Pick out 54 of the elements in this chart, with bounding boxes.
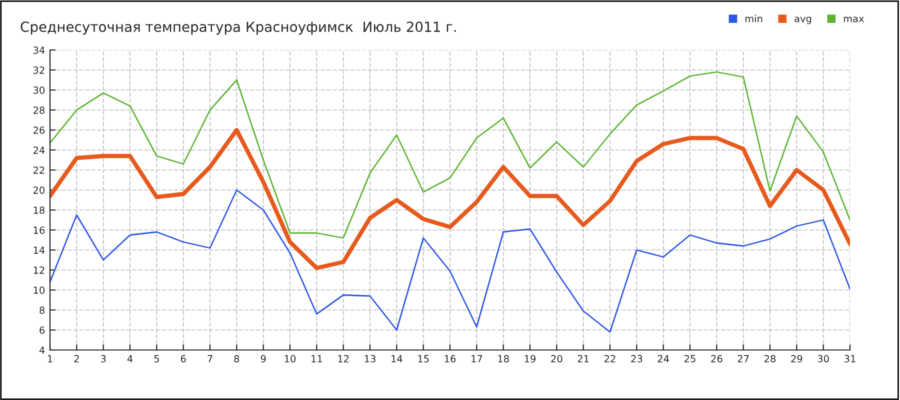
y-tick-label: 4	[39, 346, 45, 354]
x-tick-label: 27	[738, 355, 749, 362]
x-tick-label: 10	[284, 355, 296, 362]
x-tick-label: 25	[684, 355, 696, 362]
x-tick-label: 12	[338, 355, 349, 362]
legend-label: avg	[794, 16, 812, 24]
x-tick-label: 1	[48, 355, 52, 362]
x-tick-label: 31	[844, 355, 856, 362]
x-tick-label: 17	[472, 355, 482, 362]
x-tick-label: 21	[578, 355, 589, 362]
x-tick-label: 22	[604, 355, 616, 362]
line-series	[50, 128, 850, 270]
x-tick-label: 20	[551, 355, 562, 362]
y-tick-label: 30	[34, 86, 44, 94]
y-tick-label: 10	[34, 286, 44, 294]
y-tick-label: 16	[34, 226, 45, 234]
x-tick-label: 9	[260, 355, 266, 362]
x-tick-label: 6	[180, 355, 186, 362]
y-tick-label: 22	[33, 166, 44, 174]
line-series	[50, 71, 850, 239]
x-tick-label: 5	[154, 355, 159, 362]
x-tick-label: 15	[418, 355, 429, 362]
y-tick-label: 20	[33, 186, 44, 194]
x-tick-label: 26	[711, 355, 722, 362]
x-tick-label: 23	[631, 355, 642, 362]
y-tick-label: 8	[40, 306, 44, 314]
x-tick-label: 28	[764, 355, 776, 362]
y-tick-label: 24	[33, 146, 45, 154]
x-tick-label: 30	[818, 355, 829, 362]
y-tick-label: 32	[34, 66, 44, 74]
x-tick-label: 16	[444, 355, 456, 362]
x-tick-label: 14	[392, 355, 402, 362]
x-tick-label: 7	[208, 355, 212, 362]
y-tick-label: 18	[34, 206, 44, 214]
x-tick-label: 18	[498, 355, 509, 362]
y-tick-label: 26	[33, 126, 45, 134]
x-tick-label: 11	[312, 355, 322, 362]
x-tick-label: 8	[234, 355, 240, 362]
x-tick-label: 4	[127, 355, 133, 362]
chart-title: Среднесуточная температура Красноуфимск Июль 2011 г.	[20, 22, 456, 35]
x-tick-label: 13	[364, 355, 376, 362]
x-tick-label: 24	[658, 355, 669, 362]
y-tick-label: 34	[34, 46, 45, 54]
x-tick-label: 3	[100, 355, 106, 362]
legend-label: max	[844, 16, 864, 22]
y-tick-label: 12	[34, 266, 44, 274]
y-tick-label: 28	[33, 106, 44, 114]
x-tick-label: 19	[524, 355, 536, 362]
y-tick-label: 14	[34, 246, 45, 254]
x-tick-label: 29	[791, 355, 802, 362]
y-tick-label: 6	[40, 326, 45, 334]
legend-label: min	[746, 14, 762, 22]
line-series	[50, 189, 850, 333]
x-tick-label: 2	[74, 355, 79, 362]
